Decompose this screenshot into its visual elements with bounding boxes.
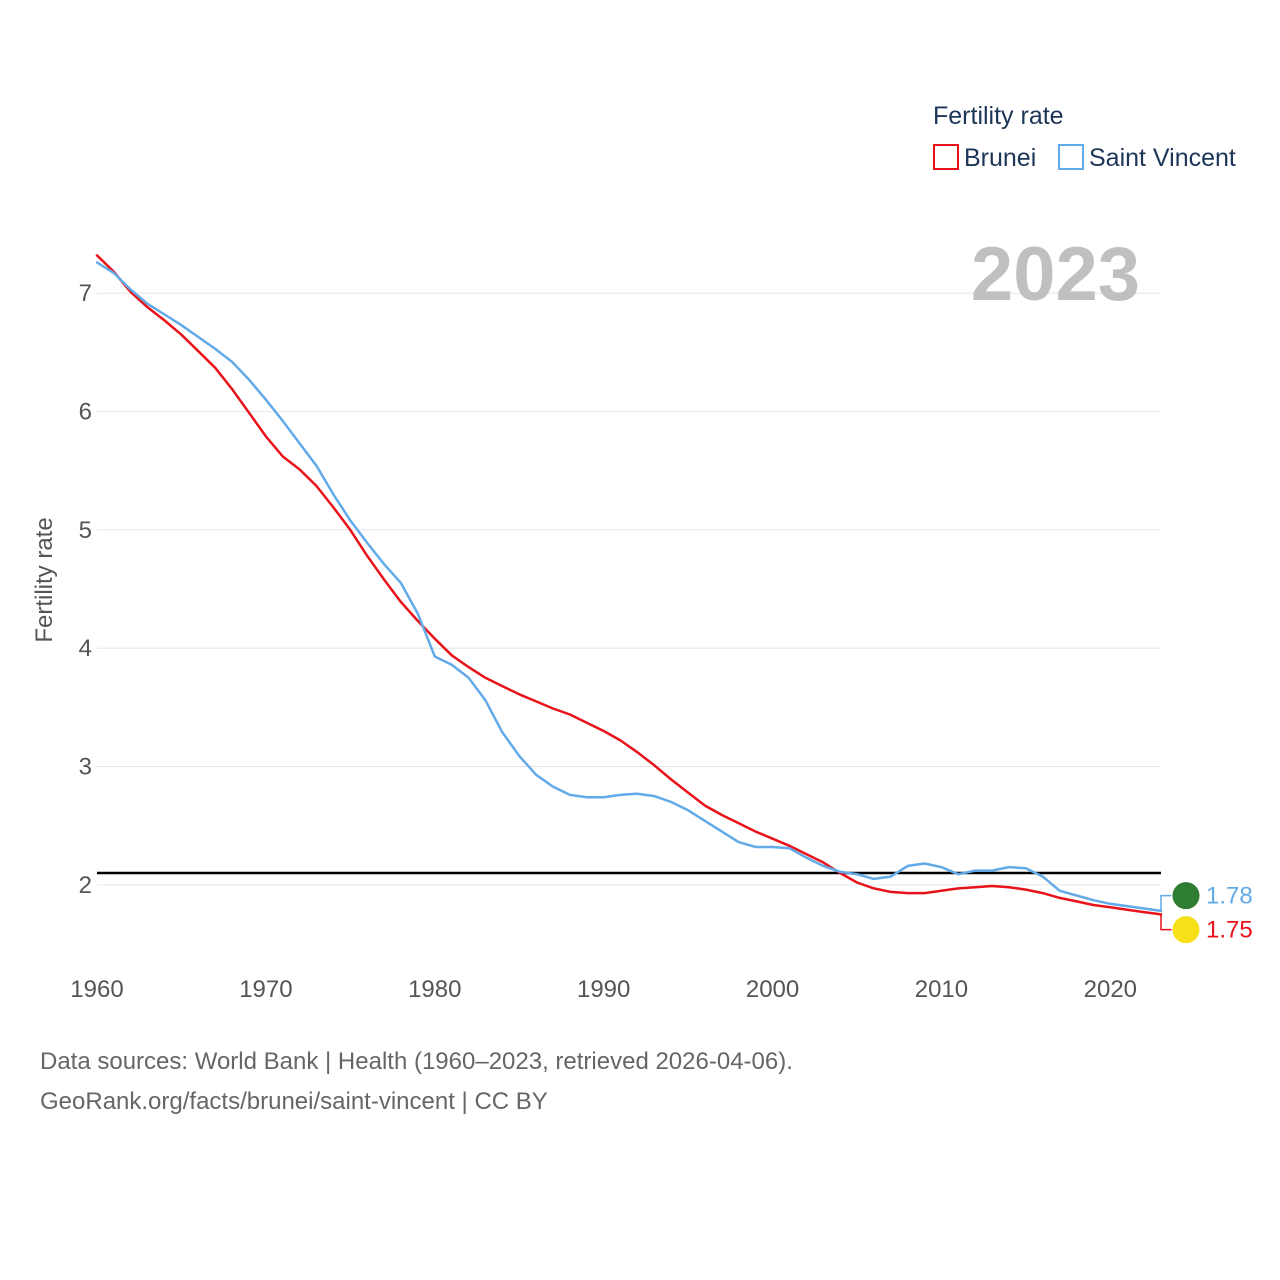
legend: Fertility rate Brunei Saint Vincent	[933, 102, 1236, 172]
y-axis-label: Fertility rate	[31, 517, 58, 642]
legend-title: Fertility rate	[933, 102, 1064, 130]
end-marker-brunei	[1171, 915, 1201, 945]
series-line-brunei[interactable]	[95, 254, 1163, 916]
x-tick-label-2010: 2010	[915, 976, 968, 1003]
legend-label-saint-vincent[interactable]: Saint Vincent	[1089, 144, 1236, 172]
source-footer: Data sources: World Bank | Health (1960–…	[40, 1042, 793, 1122]
end-value-label-saint-vincent: 1.78	[1206, 883, 1253, 910]
x-tick-label-1960: 1960	[70, 976, 123, 1003]
end-value-label-brunei: 1.75	[1206, 917, 1253, 944]
y-tick-label-7: 7	[79, 280, 92, 307]
x-tick-label-2020: 2020	[1084, 976, 1137, 1003]
legend-swatch-brunei[interactable]	[933, 144, 959, 170]
series-lines	[95, 254, 1163, 916]
source-line-link[interactable]: GeoRank.org/facts/brunei/saint-vincent |…	[40, 1088, 548, 1115]
x-tick-label-2000: 2000	[746, 976, 799, 1003]
end-marker-saint-vincent	[1171, 881, 1201, 911]
year-label: 2023	[971, 232, 1140, 317]
x-axis-ticks: 1960 1970 1980 1990 2000 2010 2020	[70, 976, 1137, 1003]
y-tick-label-3: 3	[79, 754, 92, 781]
y-tick-label-2: 2	[79, 872, 92, 899]
end-connector-brunei	[1160, 914, 1172, 931]
x-tick-label-1990: 1990	[577, 976, 630, 1003]
x-tick-label-1970: 1970	[239, 976, 292, 1003]
end-connector-saint-vincent	[1160, 894, 1172, 911]
y-axis-ticks: 2 3 4 5 6 7	[79, 280, 92, 899]
legend-swatch-saint-vincent[interactable]	[1058, 144, 1084, 170]
y-tick-label-6: 6	[79, 399, 92, 426]
gridlines	[97, 292, 1161, 886]
x-tick-label-1980: 1980	[408, 976, 461, 1003]
end-markers: 1.75 1.78	[1160, 881, 1253, 945]
source-line-data: Data sources: World Bank | Health (1960–…	[40, 1048, 793, 1075]
legend-label-brunei[interactable]: Brunei	[964, 144, 1036, 172]
y-tick-label-5: 5	[79, 517, 92, 544]
y-tick-label-4: 4	[79, 635, 92, 662]
series-line-saint-vincent[interactable]	[95, 261, 1163, 913]
